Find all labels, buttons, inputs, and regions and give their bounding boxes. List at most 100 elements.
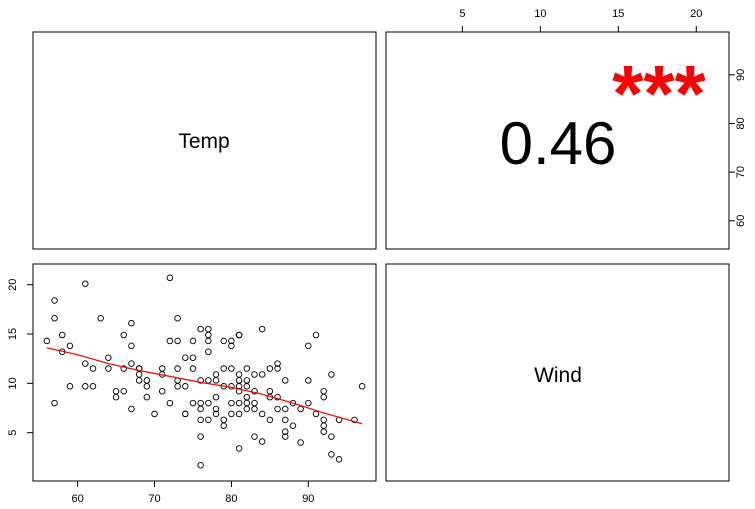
data-point	[320, 416, 327, 424]
axis-top-wind: 5 10 15 20	[459, 8, 702, 33]
tick-label-temp-right: 90	[735, 69, 747, 81]
data-point	[235, 331, 243, 339]
data-point	[51, 399, 58, 407]
data-point	[51, 315, 58, 322]
data-point	[235, 377, 243, 384]
tick-label-wind-top: 10	[534, 8, 546, 20]
data-point	[282, 405, 289, 413]
tick-label-temp: 60	[71, 493, 83, 505]
data-point	[251, 405, 258, 413]
data-point	[274, 360, 281, 367]
data-point	[189, 365, 197, 372]
data-point	[235, 371, 243, 378]
data-point	[274, 365, 281, 372]
data-point	[112, 393, 120, 401]
data-point	[243, 399, 251, 407]
data-point	[174, 337, 181, 345]
data-point	[228, 399, 235, 407]
data-point	[135, 365, 143, 372]
data-point	[235, 399, 243, 407]
data-point	[128, 319, 135, 327]
data-point	[320, 393, 327, 401]
data-point	[197, 461, 204, 469]
data-point	[105, 365, 112, 372]
data-point	[197, 405, 204, 413]
data-point	[228, 337, 235, 345]
data-point	[351, 416, 358, 424]
data-point	[82, 360, 89, 367]
data-point	[58, 331, 66, 339]
data-point	[128, 360, 135, 367]
data-point	[220, 422, 227, 430]
data-point	[274, 405, 281, 413]
tick-label-temp: 70	[148, 493, 160, 505]
tick-label-wind-top: 15	[612, 8, 624, 20]
axis-right-temp: 60 70 80 90	[728, 69, 747, 227]
data-point	[166, 337, 174, 345]
data-point	[312, 331, 320, 339]
data-point	[258, 325, 266, 333]
data-point	[135, 371, 143, 378]
data-point	[305, 399, 312, 407]
data-point	[282, 377, 289, 384]
data-point	[166, 274, 174, 282]
data-point	[51, 297, 58, 304]
tick-label-temp: 90	[302, 493, 314, 505]
data-point	[174, 315, 181, 322]
data-point	[266, 365, 274, 372]
data-point	[220, 337, 227, 345]
data-point	[82, 280, 89, 287]
data-point	[212, 377, 220, 384]
tick-label-temp-right: 80	[735, 117, 747, 129]
data-point	[335, 456, 343, 463]
tick-label-wind-top: 20	[690, 8, 702, 20]
correlation-value: 0.46	[500, 110, 617, 177]
data-point	[182, 410, 189, 418]
data-point	[274, 393, 281, 401]
data-point	[266, 387, 274, 395]
data-point	[328, 451, 335, 458]
data-point	[312, 410, 320, 418]
panel-top-left	[32, 31, 377, 250]
tick-label-wind: 20	[7, 279, 19, 291]
data-point	[205, 399, 212, 407]
data-point	[197, 416, 204, 424]
data-point	[251, 399, 258, 407]
data-point	[243, 377, 251, 384]
data-point	[128, 342, 135, 350]
data-point	[235, 410, 243, 418]
data-point	[197, 377, 204, 384]
data-point	[228, 342, 235, 350]
scatter-points	[43, 274, 366, 469]
data-point	[197, 325, 204, 333]
data-point	[182, 383, 189, 390]
data-point	[297, 405, 304, 413]
data-point	[297, 439, 304, 446]
data-point	[143, 377, 151, 384]
data-point	[212, 393, 220, 401]
data-point	[120, 387, 127, 395]
variable-label-temp: Temp	[178, 130, 229, 153]
data-point	[289, 422, 297, 430]
tick-label-temp: 80	[225, 493, 237, 505]
data-point	[43, 337, 51, 345]
data-point	[205, 377, 212, 384]
data-point	[243, 383, 251, 390]
data-point	[266, 416, 274, 424]
data-point	[143, 393, 151, 401]
data-point	[212, 410, 220, 418]
data-point	[189, 337, 197, 345]
data-point	[182, 354, 189, 361]
data-point	[197, 433, 204, 440]
data-point	[128, 405, 135, 413]
data-point	[243, 365, 251, 372]
data-point	[251, 371, 258, 378]
data-point	[105, 354, 112, 361]
data-point	[205, 331, 212, 339]
data-point	[166, 399, 174, 407]
tick-label-wind-top: 5	[459, 8, 465, 20]
data-point	[258, 438, 266, 445]
data-point	[205, 416, 212, 424]
data-point	[89, 383, 97, 390]
